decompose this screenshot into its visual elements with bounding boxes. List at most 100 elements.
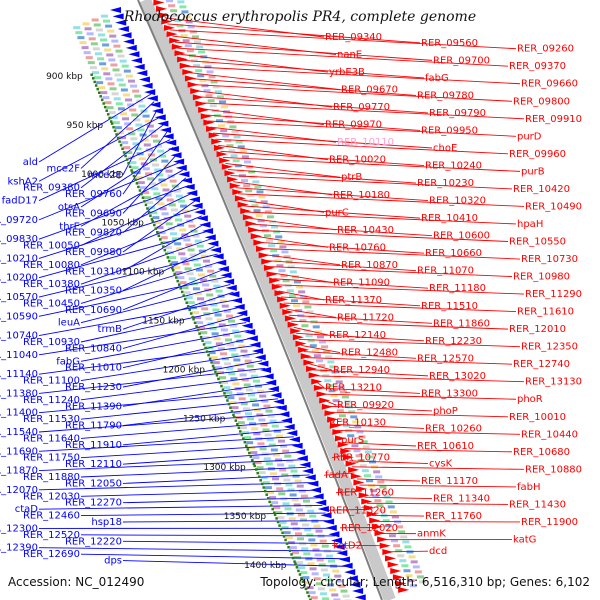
tick-dot (252, 462, 256, 466)
tick-dot (132, 174, 136, 178)
reverse-gene-arrow (273, 398, 285, 405)
gene-label-right: RER_10430 (337, 225, 394, 236)
tick-dot (154, 227, 158, 230)
forward-strand-genes (153, 0, 410, 593)
reverse-gene-arrow (125, 44, 137, 51)
track-feature (211, 332, 219, 336)
track-feature (164, 246, 172, 250)
track-feature (157, 149, 165, 153)
track-feature (275, 511, 283, 515)
track-feature (286, 459, 294, 463)
label-connector (298, 338, 521, 348)
track-feature (256, 413, 264, 417)
label-connector (182, 59, 425, 79)
track-feature (236, 392, 244, 396)
track-feature (116, 78, 124, 82)
track-feature (146, 124, 154, 128)
track-feature (107, 82, 115, 86)
forward-gene-arrow (327, 416, 339, 423)
label-connector (316, 381, 325, 388)
gene-label-left: RER_10840 (65, 343, 122, 354)
track-feature (100, 91, 108, 95)
track-feature (101, 67, 109, 71)
tick-dot (118, 140, 121, 143)
track-feature (173, 189, 181, 193)
kbp-tick-label: 1400 kbp (244, 561, 287, 571)
track-feature (412, 565, 420, 569)
track-feature (316, 335, 324, 339)
gene-label-left: mce2E (88, 170, 122, 181)
track-feature (288, 464, 296, 468)
track-feature (395, 549, 403, 553)
track-feature (221, 105, 229, 109)
forward-gene-arrow (308, 372, 320, 379)
track-feature (311, 572, 319, 576)
track-feature (186, 272, 194, 276)
reverse-gene-arrow (296, 455, 308, 462)
track-feature (191, 35, 199, 39)
track-feature (323, 350, 331, 354)
track-feature (242, 407, 250, 411)
track-feature (310, 596, 318, 600)
tick-dot (293, 560, 296, 563)
tick-dot (273, 513, 277, 517)
track-feature (280, 274, 288, 278)
reverse-gene-arrow (338, 556, 350, 563)
track-feature (281, 473, 289, 477)
forward-gene-arrow (203, 119, 215, 126)
track-feature (293, 503, 301, 507)
track-feature (251, 204, 259, 208)
gene-label-left: RER_10080 (23, 260, 80, 271)
reverse-gene-arrow (178, 171, 190, 178)
gene-label-right: RER_10980 (513, 272, 570, 283)
track-feature (165, 169, 173, 173)
track-feature (224, 139, 232, 143)
track-feature (374, 499, 382, 503)
gene-label-left: RER_11230 (65, 382, 122, 393)
reverse-gene-arrow (294, 449, 306, 456)
track-feature (215, 342, 223, 346)
tick-dot (237, 426, 241, 430)
gene-label-left: RER_09380 (23, 183, 80, 194)
track-feature (287, 488, 295, 492)
gene-label-right: RER_11610 (517, 307, 574, 318)
track-feature (77, 36, 85, 40)
track-feature (195, 69, 203, 73)
track-feature (172, 14, 180, 18)
reverse-gene-arrow (270, 392, 282, 399)
track-feature (343, 400, 351, 404)
tick-dot (294, 562, 297, 565)
label-connector (232, 181, 333, 196)
tick-dot (287, 545, 290, 549)
track-feature (307, 509, 315, 513)
tick-dot (143, 200, 146, 203)
gene-label-right: fabH (517, 482, 541, 493)
track-feature (352, 420, 360, 424)
track-feature (294, 479, 302, 483)
track-feature (206, 293, 214, 297)
track-feature (410, 560, 418, 564)
gene-label-right: RER_10760 (329, 242, 386, 253)
track-feature (165, 222, 173, 226)
track-feature (272, 453, 280, 457)
forward-gene-arrow (221, 163, 233, 170)
track-feature (234, 334, 242, 338)
track-feature (272, 477, 280, 481)
tick-dot (144, 203, 148, 207)
track-feature (404, 545, 412, 549)
reverse-gene-arrow (244, 329, 256, 336)
track-feature (237, 145, 245, 149)
label-connector (122, 360, 263, 388)
track-feature (179, 5, 187, 9)
gene-label-right: RER_11860 (433, 318, 490, 329)
track-feature (284, 454, 292, 458)
track-feature (167, 227, 175, 231)
track-feature (172, 237, 180, 241)
feature-tracks (73, 0, 426, 600)
forward-gene-arrow (342, 454, 354, 461)
forward-gene-arrow (242, 214, 254, 221)
gene-label-right: RER_11260 (337, 488, 394, 499)
track-feature (325, 578, 333, 582)
track-feature (130, 137, 138, 141)
tick-dot (295, 566, 299, 569)
